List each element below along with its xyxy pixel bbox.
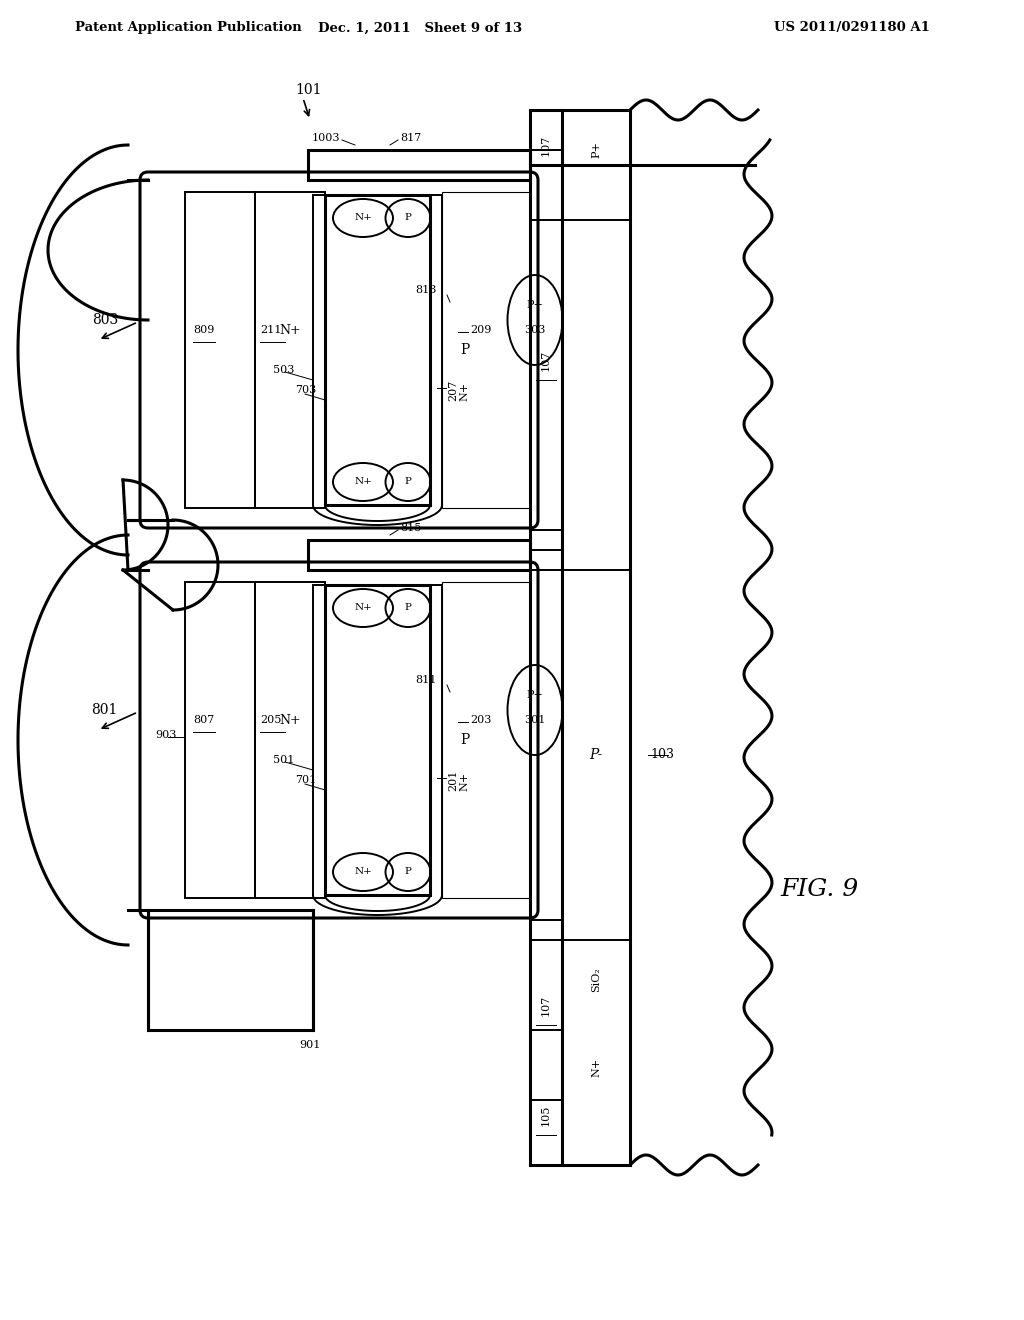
Text: US 2011/0291180 A1: US 2011/0291180 A1: [774, 21, 930, 34]
Bar: [185, 191, 255, 508]
Text: P+: P+: [526, 300, 544, 310]
Bar: [308, 540, 530, 570]
Text: 209: 209: [470, 325, 492, 335]
Bar: [308, 150, 530, 180]
Text: 503: 503: [273, 366, 294, 375]
Text: 203: 203: [470, 715, 492, 725]
Text: 201
N+: 201 N+: [449, 770, 470, 791]
Text: N+: N+: [280, 323, 301, 337]
Text: 107: 107: [541, 994, 551, 1015]
Text: 103: 103: [650, 748, 674, 762]
Text: P: P: [404, 478, 412, 487]
Text: 701: 701: [295, 775, 316, 785]
Text: 107: 107: [541, 350, 551, 371]
Bar: [255, 582, 325, 898]
Bar: [442, 191, 530, 508]
Bar: [325, 195, 430, 506]
Text: N+: N+: [354, 867, 372, 876]
Text: 107: 107: [541, 135, 551, 156]
Text: 817: 817: [400, 133, 421, 143]
Text: 811: 811: [416, 675, 437, 685]
Bar: [148, 909, 313, 1030]
Text: 303: 303: [524, 325, 546, 335]
Bar: [185, 582, 255, 898]
Text: P: P: [461, 733, 470, 747]
Text: 501: 501: [273, 755, 294, 766]
Text: 211: 211: [260, 325, 282, 335]
Text: P+: P+: [526, 690, 544, 700]
Text: 301: 301: [524, 715, 546, 725]
Text: FIG. 9: FIG. 9: [781, 879, 859, 902]
Bar: [325, 585, 430, 895]
Text: 101: 101: [295, 83, 322, 96]
Text: N+: N+: [354, 603, 372, 612]
Text: 1003: 1003: [311, 133, 340, 143]
Text: 801: 801: [91, 704, 118, 717]
Text: 205: 205: [260, 715, 282, 725]
Bar: [442, 582, 530, 898]
Text: 901: 901: [299, 1040, 321, 1049]
Text: 807: 807: [193, 715, 214, 725]
Text: N+: N+: [354, 478, 372, 487]
Text: P+: P+: [591, 141, 601, 158]
Text: P: P: [461, 343, 470, 356]
Text: 903: 903: [155, 730, 176, 741]
Text: 207
N+: 207 N+: [449, 379, 470, 401]
Text: 703: 703: [295, 385, 316, 395]
Text: P: P: [404, 603, 412, 612]
Text: 815: 815: [400, 523, 421, 533]
Text: P-: P-: [590, 748, 603, 762]
Text: N+: N+: [280, 714, 301, 726]
Text: 803: 803: [92, 313, 118, 327]
Text: P: P: [404, 867, 412, 876]
Text: 809: 809: [193, 325, 214, 335]
Text: N+: N+: [591, 1057, 601, 1077]
Text: Patent Application Publication: Patent Application Publication: [75, 21, 302, 34]
Text: Dec. 1, 2011   Sheet 9 of 13: Dec. 1, 2011 Sheet 9 of 13: [317, 21, 522, 34]
Text: 105: 105: [541, 1105, 551, 1126]
Text: P: P: [404, 214, 412, 223]
Text: 813: 813: [416, 285, 437, 294]
Text: SiO₂: SiO₂: [591, 968, 601, 993]
Bar: [255, 191, 325, 508]
Text: N+: N+: [354, 214, 372, 223]
